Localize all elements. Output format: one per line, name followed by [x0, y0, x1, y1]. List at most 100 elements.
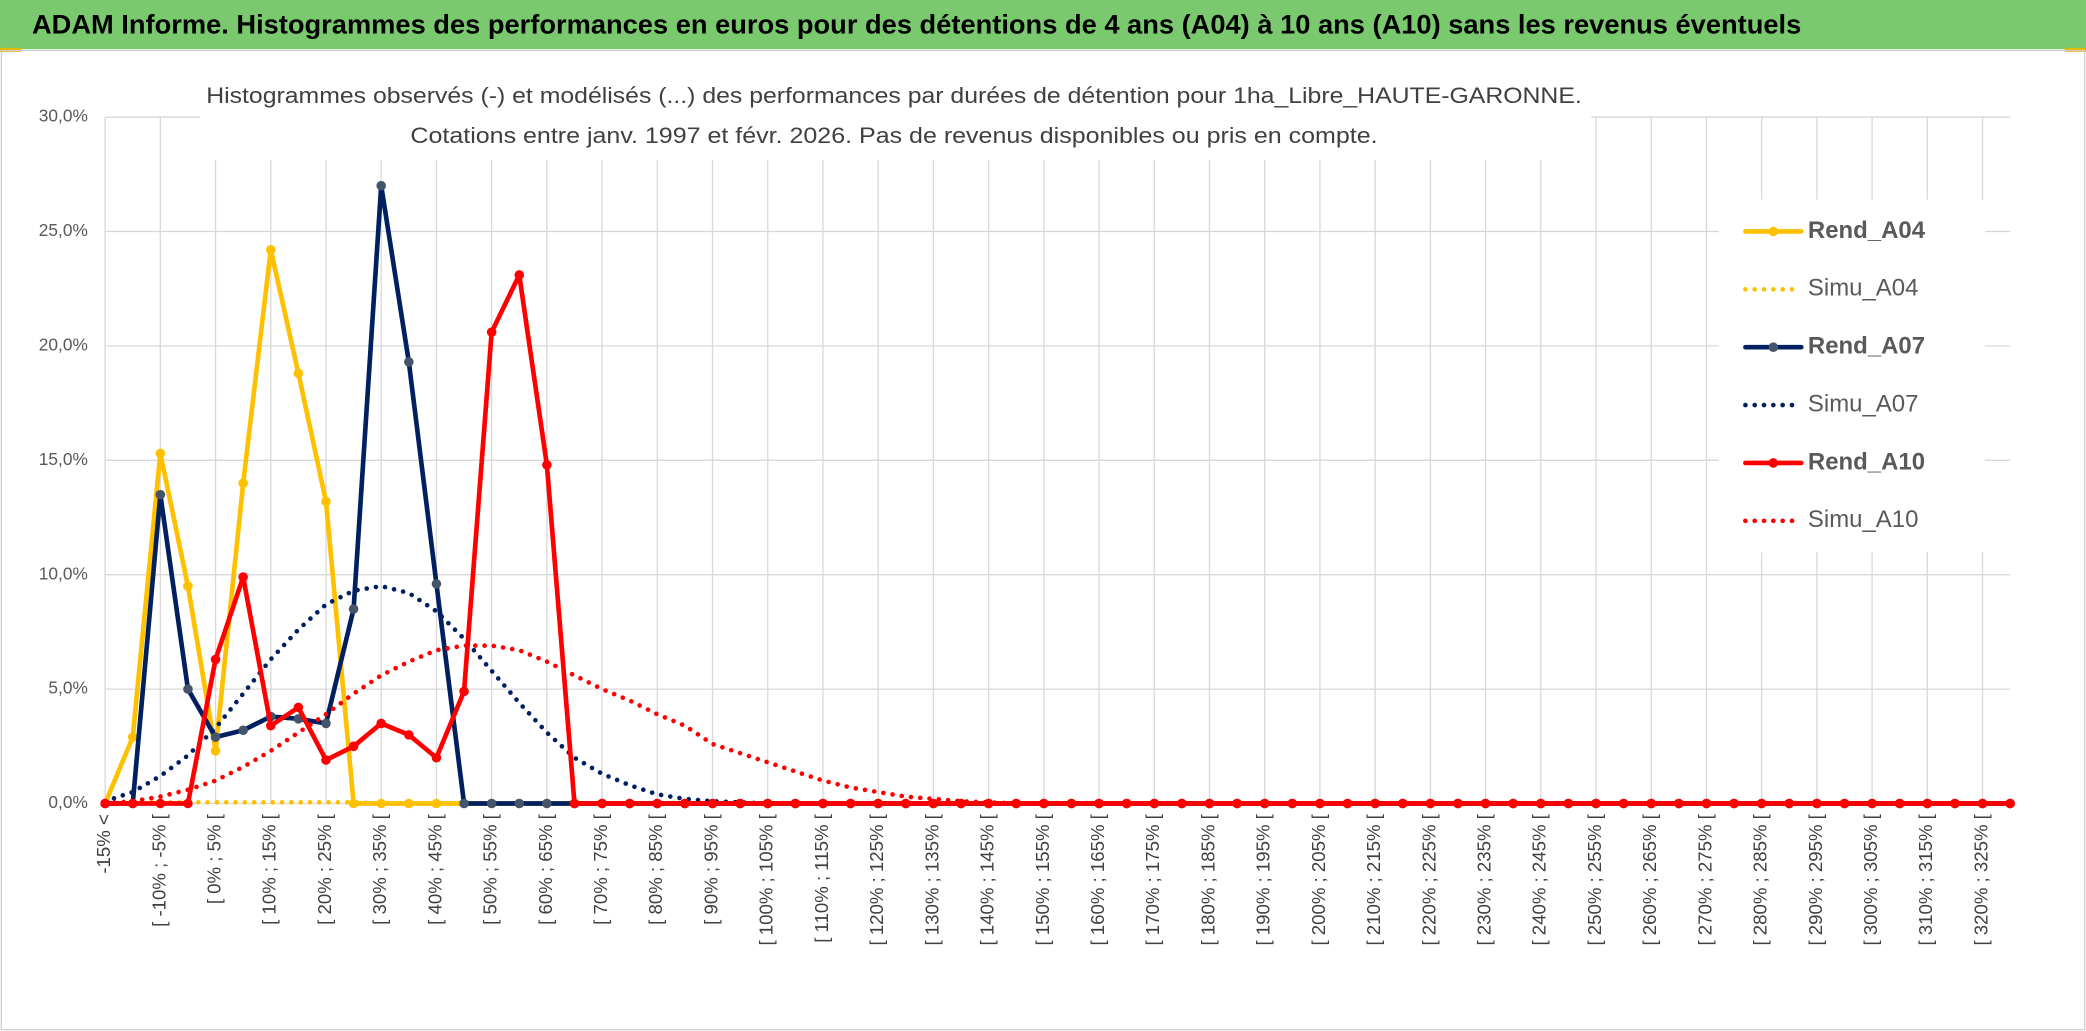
grid: 0,0% 5,0% 10,0% 15,0% 20,0% 25,0% 30,0% -15% < [… — [39, 106, 2011, 946]
x-tick-label: [ 20% ; 25% [ — [314, 813, 335, 925]
x-tick-label: [ 320% ; 325% [ — [1970, 813, 1991, 945]
data-point — [293, 368, 304, 379]
x-tick-label: [ 210% ; 215% [ — [1363, 813, 1384, 945]
data-point — [735, 798, 745, 809]
data-point — [845, 798, 856, 809]
data-point — [265, 720, 276, 731]
data-point — [321, 718, 331, 729]
chart-subtitle: Cotations entre janv. 1997 et févr. 2026… — [410, 123, 1377, 148]
data-point — [652, 798, 663, 809]
chart-title: Histogrammes observés (-) et modélisés (… — [206, 83, 1582, 108]
data-point — [376, 798, 387, 809]
legend-marker — [1768, 342, 1779, 353]
legend-marker — [1768, 458, 1779, 468]
data-point — [404, 798, 414, 809]
legend-label: Rend_A04 — [1808, 217, 1926, 244]
data-point — [1701, 798, 1712, 809]
legend: Rend_A04 Simu_A04 Rend_A07 Simu_A07 Rend_A10… — [1718, 199, 1985, 553]
x-tick-label: [ 270% ; 275% [ — [1694, 813, 1715, 945]
data-point — [818, 798, 828, 809]
y-tick-label: 20,0% — [39, 334, 88, 354]
data-point — [762, 798, 773, 809]
data-point — [183, 581, 193, 591]
data-point — [183, 798, 193, 809]
data-point — [210, 654, 221, 665]
data-point — [321, 496, 331, 507]
x-tick-label: [ 110% ; 115% [ — [811, 813, 832, 942]
data-point — [431, 579, 442, 589]
data-point — [1536, 798, 1546, 809]
x-tick-label: [ 170% ; 175% [ — [1142, 813, 1163, 945]
x-tick-label: [ 150% ; 155% [ — [1032, 813, 1053, 945]
header-title: ADAM Informe. Histogrammes des performan… — [32, 10, 1801, 40]
data-point — [127, 732, 138, 742]
data-point — [680, 798, 690, 809]
x-tick-label: [ -10% ; -5% [ — [148, 813, 169, 927]
series-line — [102, 643, 2013, 806]
data-point — [238, 725, 248, 736]
y-tick-label: 15,0% — [39, 449, 88, 469]
data-point — [265, 244, 276, 255]
title-box — [199, 77, 1592, 160]
data-point — [1591, 798, 1601, 809]
y-tick-label: 30,0% — [39, 106, 88, 126]
data-point — [1039, 798, 1049, 809]
data-point — [183, 684, 193, 694]
data-point — [1011, 798, 1022, 809]
x-tick-label: [ 50% ; 55% [ — [480, 813, 501, 925]
x-tick-label: [ 280% ; 285% [ — [1750, 813, 1771, 945]
y-tick-label: 10,0% — [39, 563, 88, 583]
x-tick-label: [ 260% ; 265% [ — [1639, 813, 1660, 945]
data-point — [790, 798, 801, 809]
x-tick-label: [ 230% ; 235% [ — [1473, 813, 1494, 945]
data-point — [376, 718, 387, 729]
legend-label: Simu_A07 — [1808, 390, 1918, 417]
data-point — [238, 478, 248, 488]
x-tick-label: [ 60% ; 65% [ — [535, 813, 556, 925]
data-point — [293, 702, 304, 713]
data-point — [348, 741, 359, 752]
data-point — [486, 327, 497, 337]
header-bar — [0, 0, 2086, 50]
legend-marker — [1768, 226, 1779, 237]
legend-label: Simu_A10 — [1808, 506, 1918, 533]
x-tick-label: [ 30% ; 35% [ — [369, 813, 390, 925]
legend-label: Simu_A04 — [1808, 275, 1918, 302]
data-point — [1563, 798, 1574, 809]
x-tick-label: [ 130% ; 135% [ — [921, 813, 942, 945]
data-point — [210, 732, 221, 742]
data-point — [1646, 798, 1657, 809]
data-point — [459, 686, 469, 697]
legend-box — [1718, 199, 1985, 553]
data-point — [431, 752, 442, 763]
data-point — [1756, 798, 1767, 809]
x-tick-label: [ 40% ; 45% [ — [424, 813, 445, 925]
x-tick-label: [ 220% ; 225% [ — [1418, 813, 1439, 945]
x-tick-label: [ 250% ; 255% [ — [1584, 813, 1605, 945]
y-tick-label: 25,0% — [39, 220, 88, 240]
x-tick-label: [ 160% ; 165% [ — [1087, 813, 1108, 945]
x-tick-label: [ 120% ; 125% [ — [866, 813, 887, 945]
x-tick-label: -15% < — [93, 814, 114, 873]
data-point — [900, 798, 911, 809]
data-point — [431, 798, 442, 809]
x-tick-label: [ 140% ; 145% [ — [977, 813, 998, 945]
x-tick-label: [ 310% ; 315% [ — [1915, 813, 1936, 945]
series-line — [102, 800, 2013, 806]
data-point — [1839, 798, 1850, 809]
x-tick-label: [ 180% ; 185% [ — [1197, 813, 1218, 945]
data-point — [597, 798, 607, 809]
x-tick-label: [ 70% ; 75% [ — [590, 813, 611, 925]
x-tick-label: [ 240% ; 245% [ — [1529, 813, 1550, 945]
data-point — [348, 604, 359, 614]
data-point — [1066, 798, 1077, 809]
x-tick-label: [ 90% ; 95% [ — [700, 813, 721, 925]
data-point — [376, 180, 387, 191]
plot-area — [100, 180, 2015, 809]
y-tick-label: 0,0% — [48, 792, 87, 812]
data-point — [486, 798, 497, 809]
x-tick-label: [ 0% ; 5% [ — [203, 813, 224, 904]
data-point — [1674, 798, 1684, 809]
data-point — [1784, 798, 1795, 809]
